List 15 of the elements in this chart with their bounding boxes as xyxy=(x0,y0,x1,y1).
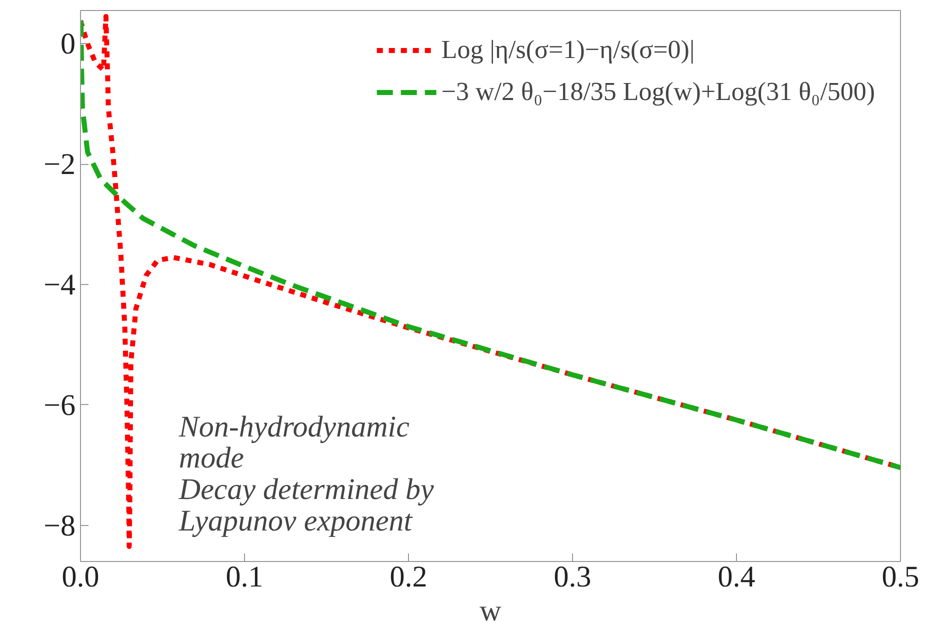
x-tick-label: 0.1 xyxy=(226,560,264,594)
x-tick-label: 0.2 xyxy=(390,560,428,594)
y-tick-label: −6 xyxy=(44,388,76,422)
x-tick-label: 0.5 xyxy=(882,560,920,594)
x-tick-label: 0.3 xyxy=(554,560,592,594)
y-tick-label: −2 xyxy=(44,148,76,182)
y-tick-label: 0 xyxy=(60,28,76,61)
y-tick-label: −8 xyxy=(44,509,76,542)
x-tick-label: 0.0 xyxy=(62,560,100,594)
legend-label: −3 w/2 θ₀−18/35 Log(w)+Log(31 θ₀/500) xyxy=(441,77,875,107)
legend-label: Log |η/s(σ=1)−η/s(σ=0)| xyxy=(441,35,695,65)
x-tick-label: 0.4 xyxy=(718,560,756,594)
annotation: Non-hydrodynamic mode Decay determined by Lyapunov exponent xyxy=(178,410,434,538)
x-axis-title: w xyxy=(480,594,502,628)
y-tick-label: −4 xyxy=(44,268,76,302)
